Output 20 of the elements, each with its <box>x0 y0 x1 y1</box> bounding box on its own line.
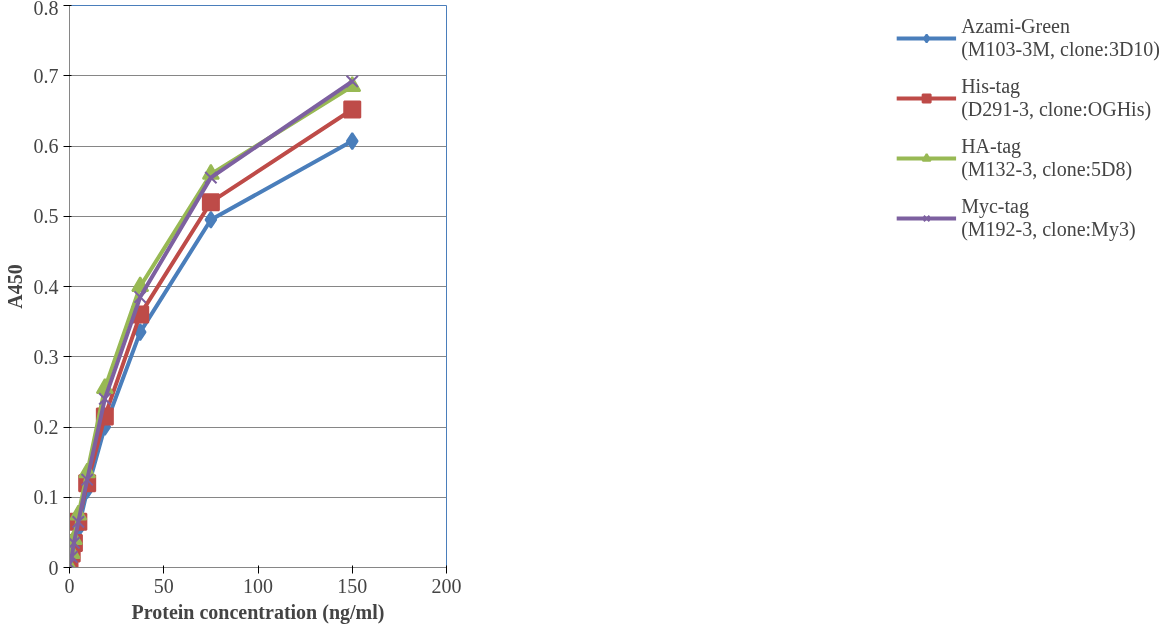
y-tick-label: 0.3 <box>33 345 59 368</box>
y-tick-label: 0.5 <box>33 205 59 228</box>
x-tick-label: 100 <box>243 574 273 597</box>
x-axis-title: Protein concentration (ng/ml) <box>131 600 385 624</box>
legend-label: HA-tag (M132-3, clone:5D8) <box>961 135 1133 181</box>
x-tick-label: 0 <box>64 574 75 597</box>
y-axis-title: A450 <box>3 264 26 309</box>
x-tick-label: 50 <box>153 574 174 597</box>
y-tick-label: 0.4 <box>33 275 59 298</box>
legend-label: His-tag (D291-3, clone:OGHis) <box>961 75 1152 121</box>
legend-label: Myc-tag (M192-3, clone:My3) <box>961 195 1136 241</box>
y-tick-label: 0.8 <box>33 0 59 19</box>
x-tick-label: 200 <box>431 574 462 597</box>
x-tick-label: 150 <box>337 574 368 597</box>
y-tick-label: 0.7 <box>33 64 59 87</box>
y-tick-label: 0.2 <box>33 416 59 438</box>
y-tick-label: 0 <box>48 556 59 579</box>
y-tick-label: 0.6 <box>33 135 59 157</box>
y-tick-label: 0.1 <box>33 486 59 509</box>
legend-label: Azami-Green (M103-3M, clone:3D10) <box>961 15 1160 61</box>
